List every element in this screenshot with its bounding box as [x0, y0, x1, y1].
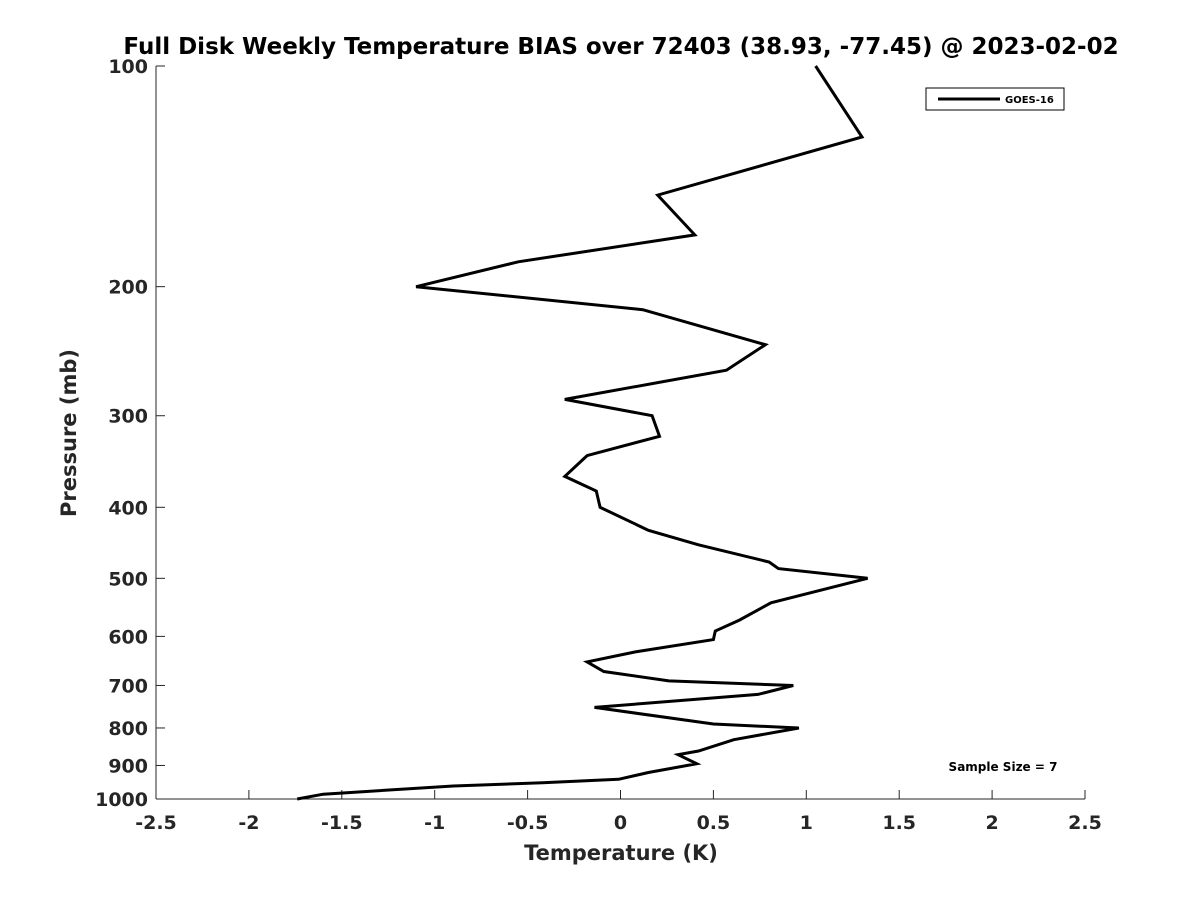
y-tick-label: 500	[108, 568, 148, 590]
y-tick-label: 900	[108, 755, 148, 777]
y-tick-label: 300	[108, 406, 148, 428]
x-tick-label: -2	[238, 812, 259, 834]
y-tick-label: 1000	[95, 789, 148, 811]
y-tick-label: 700	[108, 675, 148, 697]
x-tick-label: 1.5	[882, 812, 916, 834]
y-tick-label: 400	[108, 497, 148, 519]
x-tick-label: 0	[614, 812, 627, 834]
series-line-goes-16	[296, 65, 868, 801]
y-tick-label: 200	[108, 277, 148, 299]
y-tick-label: 100	[108, 56, 148, 78]
legend: GOES-16	[925, 87, 1065, 111]
x-tick-label: 2	[985, 812, 998, 834]
x-tick-label: 0.5	[697, 812, 731, 834]
axes: -2.5 -2 -1.5 -1 -0.5 0 0.5 1 1.5 2 2.5 100 200 300 400…	[95, 56, 1102, 834]
legend-label: GOES-16	[1005, 95, 1054, 106]
y-axis-title: Pressure (mb)	[57, 349, 81, 517]
series-layer	[296, 65, 868, 801]
x-tick-label: -0.5	[507, 812, 549, 834]
chart-title: Full Disk Weekly Temperature BIAS over 7…	[123, 34, 1118, 60]
y-tick-label: 600	[108, 626, 148, 648]
x-tick-label: 1	[800, 812, 813, 834]
x-tick-label: -2.5	[135, 812, 177, 834]
x-axis-title: Temperature (K)	[524, 841, 718, 865]
x-tick-label: -1	[424, 812, 445, 834]
y-tick-label: 800	[108, 718, 148, 740]
x-tick-label: 2.5	[1068, 812, 1102, 834]
sample-size-annotation: Sample Size = 7	[949, 760, 1058, 774]
x-tick-label: -1.5	[321, 812, 363, 834]
